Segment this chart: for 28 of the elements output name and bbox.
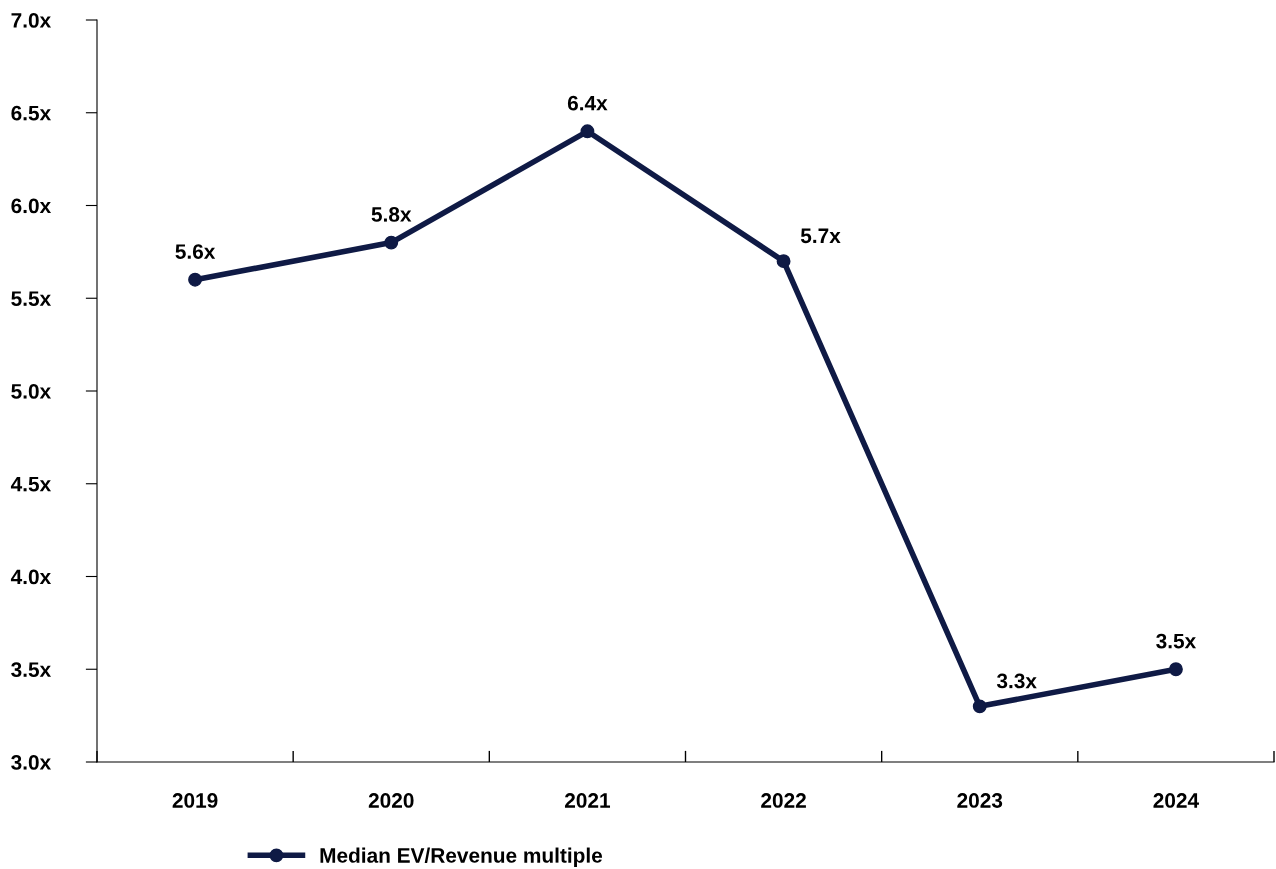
point: [580, 124, 595, 139]
data-label: 3.5x: [1156, 633, 1197, 649]
data-label: 3.3x: [996, 673, 1037, 689]
y-tick-label: 5.5x: [11, 291, 52, 306]
data-label: 5.6x: [175, 244, 216, 259]
y-tick-label: 4.0x: [10, 569, 52, 585]
y-tick-label: 6.5x: [11, 105, 52, 121]
y-tick-label: 3.5x: [11, 662, 52, 678]
point: [384, 235, 399, 250]
x-tick-label: 2021: [564, 793, 611, 808]
data-label: 5.8x: [371, 207, 412, 222]
point: [188, 272, 203, 287]
data-label: 5.7x: [800, 228, 841, 244]
x-tick-label: 2023: [957, 793, 1003, 808]
data-label: 6.4x: [567, 95, 608, 111]
y-tick-label: 5.0x: [11, 384, 52, 399]
y-tick-label: 7.0x: [11, 13, 52, 28]
legend-label: Median EV/Revenue multiple: [320, 847, 603, 867]
x-tick-label: 2020: [368, 793, 414, 808]
y-tick-label: 3.0x: [11, 755, 52, 770]
point: [776, 254, 791, 269]
point: [1168, 662, 1183, 677]
y-tick-label: 4.5x: [10, 476, 52, 492]
point: [972, 699, 987, 714]
x-tick-label: 2022: [761, 793, 806, 808]
x-tick-label: 2019: [172, 793, 218, 808]
x-tick-label: 2024: [1153, 793, 1199, 808]
y-tick-label: 6.0x: [11, 198, 52, 214]
